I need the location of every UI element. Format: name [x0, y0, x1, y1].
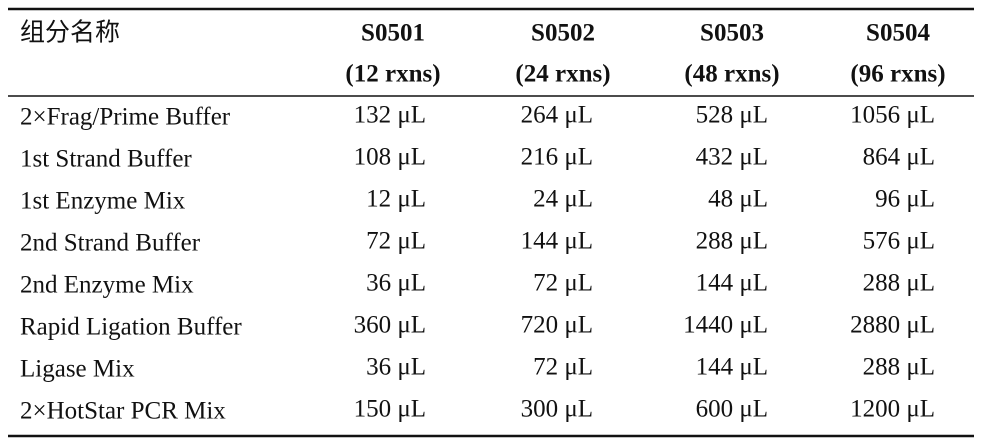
volume: 264 μL [521, 102, 593, 129]
volume: 96 μL [875, 186, 935, 213]
volume: 36 μL [366, 270, 426, 297]
volume: 108 μL [354, 144, 426, 171]
volume: 144 μL [521, 228, 593, 255]
component-name: Ligase Mix [20, 356, 135, 383]
volume: 72 μL [366, 228, 426, 255]
column-note: (96 rxns) [850, 61, 945, 88]
volume: 36 μL [366, 354, 426, 381]
volume: 1440 μL [683, 312, 768, 339]
component-name: Rapid Ligation Buffer [20, 314, 242, 341]
volume: 288 μL [696, 228, 768, 255]
volume: 864 μL [863, 144, 935, 171]
volume: 288 μL [863, 270, 935, 297]
component-name: 2nd Strand Buffer [20, 230, 201, 257]
component-name: 2×HotStar PCR Mix [20, 398, 226, 425]
volume: 528 μL [696, 102, 768, 129]
volume: 24 μL [533, 186, 593, 213]
column-note: (12 rxns) [345, 61, 440, 88]
component-name: 1st Enzyme Mix [20, 188, 186, 215]
volume: 72 μL [533, 270, 593, 297]
column-note: (24 rxns) [515, 61, 610, 88]
volume: 144 μL [696, 270, 768, 297]
volume: 216 μL [521, 144, 593, 171]
column-code: S0501 [361, 20, 425, 47]
volume: 360 μL [354, 312, 426, 339]
volume: 12 μL [366, 186, 426, 213]
header-label: 组分名称 [20, 19, 120, 47]
volume: 72 μL [533, 354, 593, 381]
volume: 1056 μL [850, 102, 935, 129]
volume: 150 μL [354, 396, 426, 423]
volume: 2880 μL [850, 312, 935, 339]
component-name: 1st Strand Buffer [20, 146, 192, 173]
component-name: 2nd Enzyme Mix [20, 272, 194, 299]
column-code: S0503 [700, 20, 764, 47]
volume: 132 μL [354, 102, 426, 129]
column-code: S0504 [866, 20, 930, 47]
volume: 288 μL [863, 354, 935, 381]
volume: 1200 μL [850, 396, 935, 423]
volume: 144 μL [696, 354, 768, 381]
volume: 720 μL [521, 312, 593, 339]
volume: 576 μL [863, 228, 935, 255]
column-note: (48 rxns) [684, 61, 779, 88]
volume: 432 μL [696, 144, 768, 171]
volume: 600 μL [696, 396, 768, 423]
volume: 48 μL [708, 186, 768, 213]
component-name: 2×Frag/Prime Buffer [20, 104, 231, 131]
column-code: S0502 [531, 20, 595, 47]
volume: 300 μL [521, 396, 593, 423]
